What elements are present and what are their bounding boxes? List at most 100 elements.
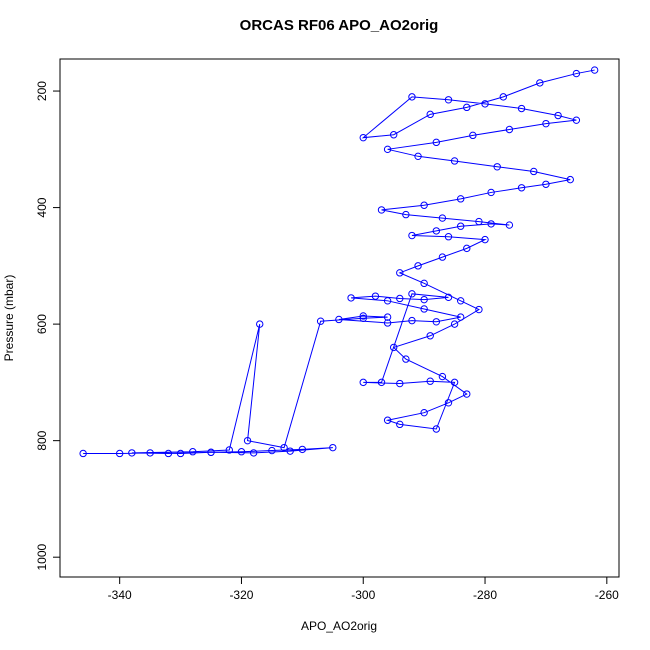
data-point <box>444 96 453 104</box>
data-point <box>396 294 404 303</box>
data-point <box>517 104 526 113</box>
data-point <box>420 201 428 209</box>
data-point <box>463 244 471 253</box>
data-point <box>189 448 197 456</box>
data-point <box>426 377 434 385</box>
data-point <box>164 449 173 458</box>
data-point <box>530 167 538 176</box>
x-tick-label: -340 <box>108 588 132 602</box>
data-point <box>432 138 441 147</box>
data-point <box>359 378 367 387</box>
data-point <box>456 222 465 230</box>
data-point <box>402 210 410 219</box>
data-point <box>408 231 416 240</box>
data-point <box>572 116 581 124</box>
data-point <box>450 157 459 165</box>
data-point <box>444 233 453 241</box>
data-point <box>469 131 477 140</box>
data-point <box>438 214 447 222</box>
data-point <box>463 390 471 398</box>
x-tick-label: -320 <box>229 588 253 602</box>
data-point <box>115 449 124 458</box>
data-point <box>359 133 367 142</box>
y-axis-label: Pressure (mbar) <box>2 275 16 362</box>
data-point <box>408 93 416 101</box>
x-tick-label: -260 <box>595 588 619 602</box>
data-point <box>438 372 447 381</box>
data-point <box>371 292 380 300</box>
data-point <box>316 317 325 325</box>
data-point <box>389 343 398 352</box>
data-point <box>493 163 501 171</box>
data-point <box>499 93 508 101</box>
data-point <box>207 448 215 457</box>
data-point <box>487 188 495 197</box>
data-point <box>444 399 453 407</box>
data-point <box>396 420 404 429</box>
data-point <box>402 355 410 363</box>
data-point <box>414 152 422 161</box>
data-point <box>268 446 276 455</box>
x-axis-label: APO_AO2orig <box>301 619 377 633</box>
data-point <box>335 315 343 324</box>
data-point <box>347 294 355 302</box>
chart-title: ORCAS RF06 APO_AO2orig <box>240 17 439 34</box>
data-point <box>438 253 447 261</box>
data-point <box>377 206 386 214</box>
data-point <box>243 436 252 445</box>
data-point <box>383 145 392 154</box>
data-point <box>432 318 441 326</box>
data-point <box>456 297 465 305</box>
data-point <box>79 449 87 458</box>
y-tick-label: 200 <box>35 81 49 101</box>
data-point <box>426 332 434 340</box>
x-tick-label: -280 <box>473 588 497 602</box>
data-point <box>566 175 574 184</box>
data-point <box>420 295 428 304</box>
data-point <box>463 103 471 112</box>
data-point <box>420 408 428 417</box>
data-point <box>450 320 459 328</box>
data-point <box>383 313 392 321</box>
data-point <box>408 290 416 298</box>
data-point <box>237 448 246 456</box>
y-tick-label: 600 <box>35 314 49 334</box>
data-point <box>414 262 422 270</box>
data-point <box>359 314 367 322</box>
data-point <box>444 293 453 302</box>
y-tick-label: 1000 <box>35 544 49 571</box>
y-tick-label: 400 <box>35 197 49 217</box>
data-point <box>256 320 264 328</box>
data-point <box>377 378 386 387</box>
y-tick-label: 800 <box>35 430 49 450</box>
plot-frame <box>59 58 620 578</box>
data-point <box>383 297 392 305</box>
data-point <box>590 66 599 74</box>
data-point <box>505 221 514 229</box>
data-point <box>542 119 550 128</box>
data-point <box>389 131 398 139</box>
data-point <box>450 378 459 387</box>
data-point <box>481 235 489 244</box>
data-point <box>329 443 337 452</box>
data-point <box>396 269 404 277</box>
data-point <box>554 111 562 120</box>
data-point <box>176 449 185 458</box>
data-point <box>481 100 489 108</box>
data-point <box>517 184 526 192</box>
data-point <box>456 195 465 203</box>
data-point <box>128 449 136 457</box>
data-point <box>475 305 483 314</box>
data-point <box>426 110 434 119</box>
data-point <box>383 416 392 424</box>
data-point <box>536 79 544 87</box>
data-point <box>456 313 465 321</box>
data-point <box>420 305 428 313</box>
data-point <box>225 446 233 454</box>
data-point <box>505 125 514 134</box>
x-tick-label: -300 <box>351 588 375 602</box>
data-line <box>83 69 595 454</box>
data-point <box>432 227 441 235</box>
